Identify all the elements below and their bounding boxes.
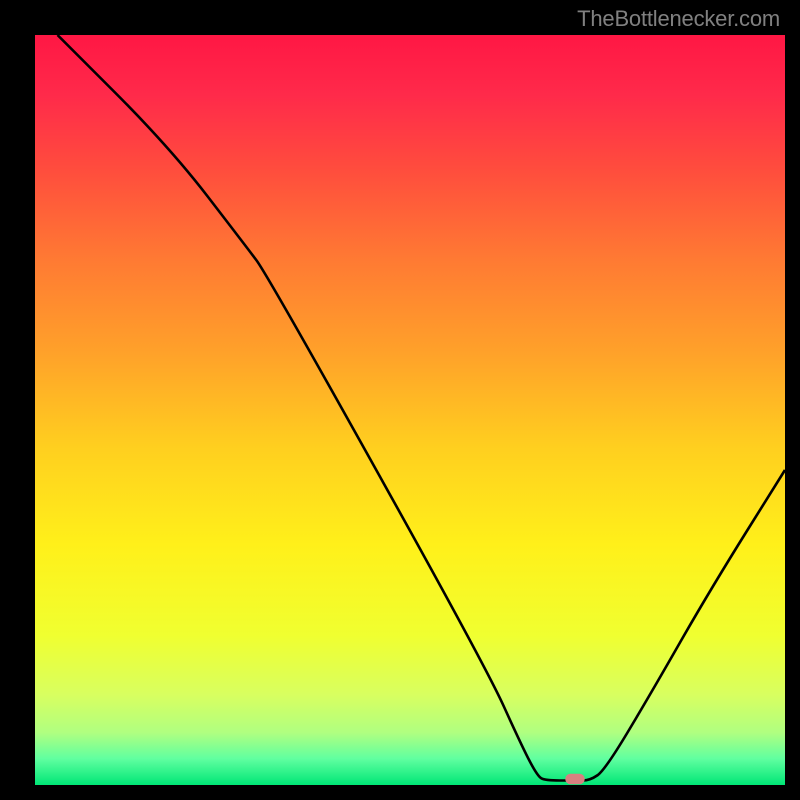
plot-area bbox=[35, 35, 785, 785]
bottleneck-curve bbox=[58, 35, 786, 781]
curve-layer bbox=[35, 35, 785, 785]
optimal-marker bbox=[565, 774, 584, 785]
watermark-text: TheBottlenecker.com bbox=[577, 6, 780, 32]
